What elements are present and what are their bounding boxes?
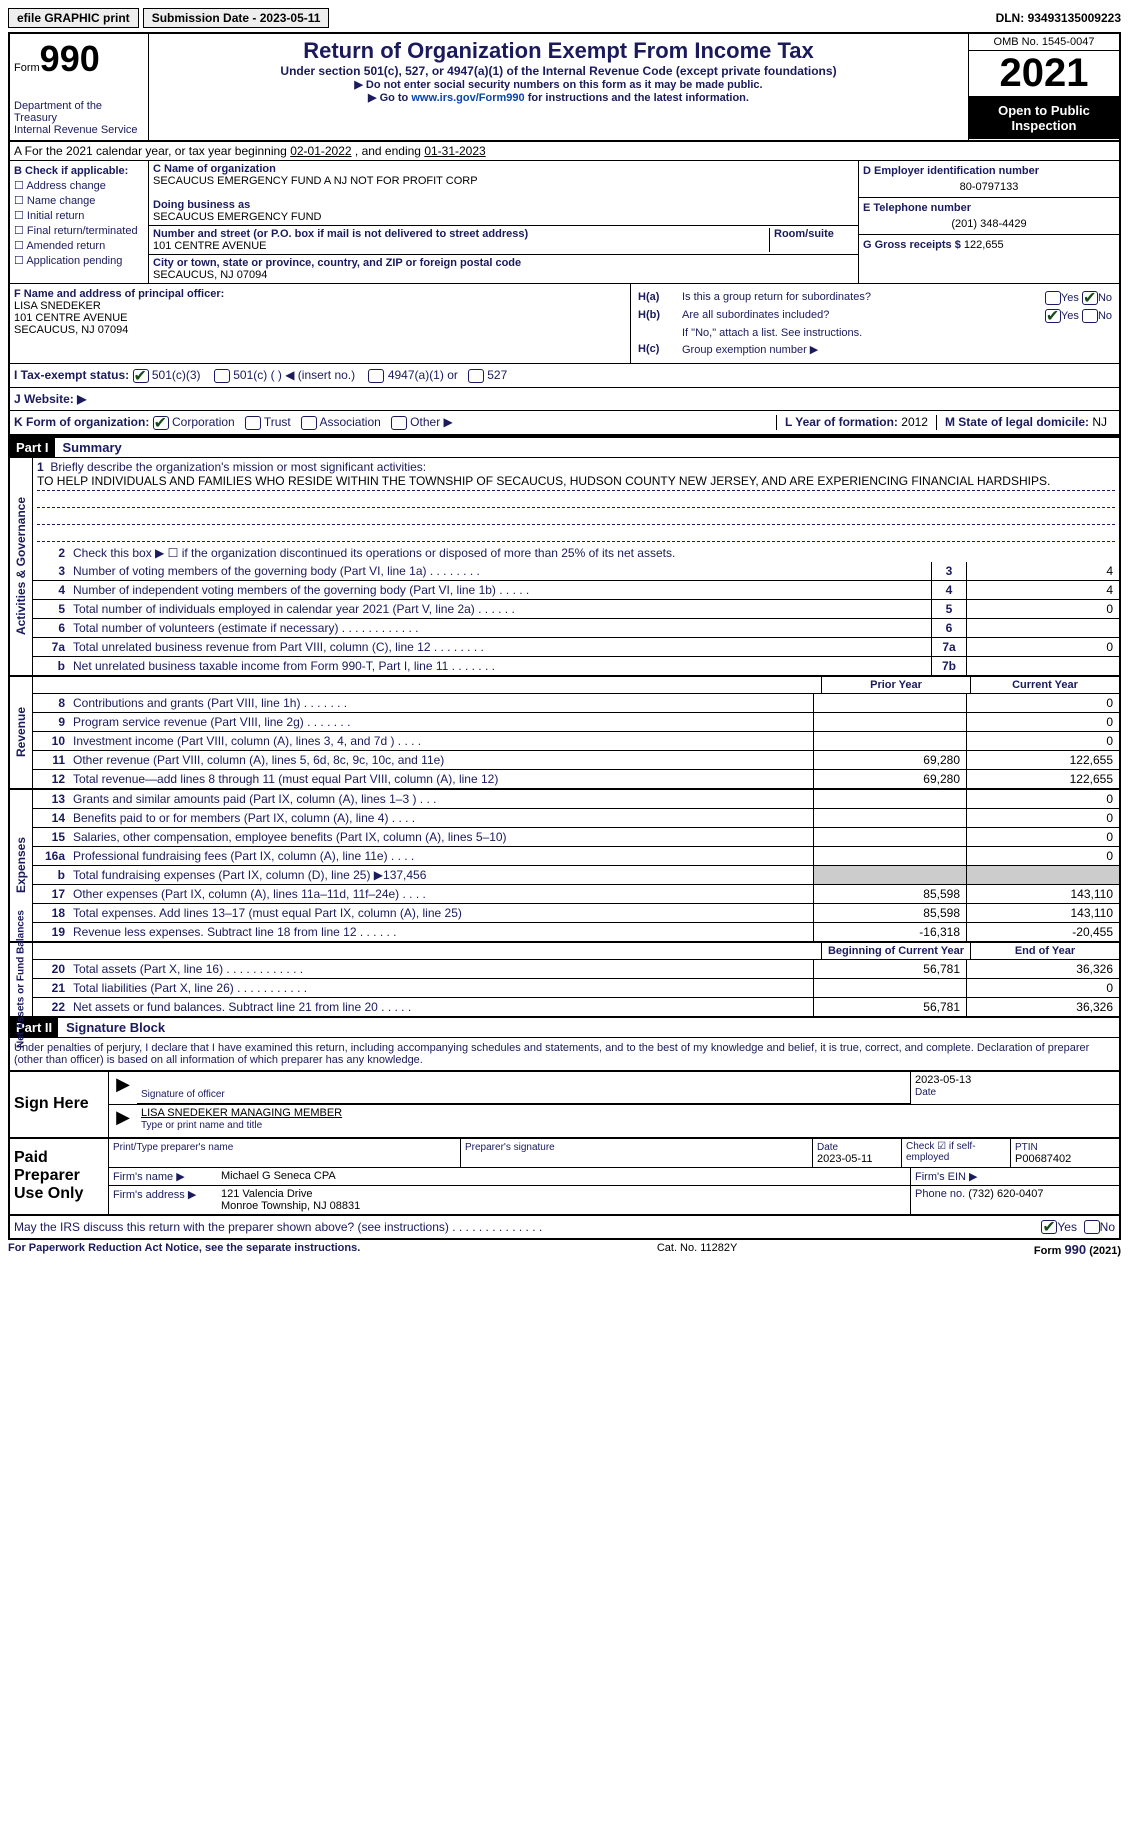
hdr-right: OMB No. 1545-0047 2021 Open to Public In… xyxy=(968,34,1119,140)
paid-preparer: Paid Preparer Use Only Print/Type prepar… xyxy=(8,1139,1121,1216)
col-c: C Name of organizationSECAUCUS EMERGENCY… xyxy=(149,161,859,283)
footer: For Paperwork Reduction Act Notice, see … xyxy=(8,1240,1121,1257)
irs-link[interactable]: www.irs.gov/Form990 xyxy=(411,92,524,104)
dln: DLN: 93493135009223 xyxy=(996,11,1121,25)
efile-btn[interactable]: efile GRAPHIC print xyxy=(8,8,139,28)
row-k: K Form of organization: Corporation Trus… xyxy=(8,411,1121,436)
sig-decl: Under penalties of perjury, I declare th… xyxy=(8,1038,1121,1072)
hdr-mid: Return of Organization Exempt From Incom… xyxy=(149,34,968,140)
hdr-left: Form990 Department of the Treasury Inter… xyxy=(10,34,149,140)
row-i: I Tax-exempt status: 501(c)(3) 501(c) ( … xyxy=(8,364,1121,388)
topbar: efile GRAPHIC print Submission Date - 20… xyxy=(8,8,1121,28)
row-j: J Website: ▶ xyxy=(8,388,1121,411)
col-f: F Name and address of principal officer:… xyxy=(10,284,631,363)
row-a: A For the 2021 calendar year, or tax yea… xyxy=(8,142,1121,161)
col-d: D Employer identification number80-07971… xyxy=(859,161,1119,283)
row-fh: F Name and address of principal officer:… xyxy=(8,284,1121,364)
summary-rev: Revenue Prior YearCurrent Year 8Contribu… xyxy=(8,677,1121,790)
summary-exp: Expenses 13Grants and similar amounts pa… xyxy=(8,790,1121,943)
grid-bc: B Check if applicable: ☐ Address change … xyxy=(8,161,1121,284)
form-title: Return of Organization Exempt From Incom… xyxy=(153,38,964,64)
sign-here: Sign Here ▶ Signature of officer 2023-05… xyxy=(8,1072,1121,1139)
cb-501c3[interactable] xyxy=(133,369,149,383)
part1-hdr: Part I Summary xyxy=(8,436,1121,458)
subdate-btn: Submission Date - 2023-05-11 xyxy=(143,8,330,28)
col-h: H(a)Is this a group return for subordina… xyxy=(631,284,1119,363)
discuss: May the IRS discuss this return with the… xyxy=(8,1216,1121,1241)
summary-na: Net Assets or Fund Balances Beginning of… xyxy=(8,943,1121,1018)
main-header: Form990 Department of the Treasury Inter… xyxy=(8,32,1121,142)
summary-gov: Activities & Governance 1 Briefly descri… xyxy=(8,458,1121,677)
part2-hdr: Part II Signature Block xyxy=(8,1018,1121,1038)
col-b: B Check if applicable: ☐ Address change … xyxy=(10,161,149,283)
